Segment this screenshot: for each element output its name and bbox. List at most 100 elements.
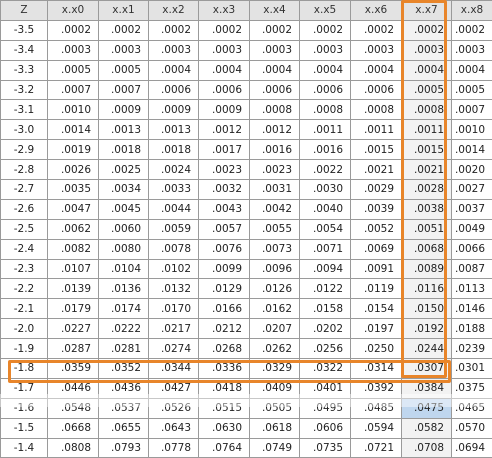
probability-cell: .0179: [48, 299, 99, 319]
table-body: -3.5.0002.0002.0002.0002.0002.0002.0002.…: [1, 20, 492, 458]
probability-cell: .0007: [99, 80, 149, 100]
probability-cell: .0129: [199, 279, 250, 299]
probability-cell: .0174: [99, 299, 149, 319]
probability-cell: .0526: [149, 398, 199, 418]
probability-cell: .0021: [351, 160, 402, 180]
probability-cell: .0014: [48, 120, 99, 140]
probability-cell: .0006: [351, 80, 402, 100]
probability-cell: .0033: [149, 180, 199, 200]
probability-cell: .0594: [351, 418, 402, 438]
probability-cell: .0066: [452, 239, 492, 259]
table-row: -2.7.0035.0034.0033.0032.0031.0030.0029.…: [1, 180, 492, 200]
probability-cell: .0015: [351, 140, 402, 160]
probability-cell: .0301: [452, 359, 492, 379]
probability-cell: .0021: [402, 160, 452, 180]
probability-cell: .0051: [402, 219, 452, 239]
probability-cell: .0721: [351, 438, 402, 458]
probability-cell: .0002: [149, 20, 199, 40]
probability-cell: .0052: [351, 219, 402, 239]
probability-cell: .0322: [300, 359, 351, 379]
probability-cell: .0250: [351, 339, 402, 359]
probability-cell: .0188: [452, 319, 492, 339]
probability-cell: .0076: [199, 239, 250, 259]
probability-cell: .0078: [149, 239, 199, 259]
probability-cell: .0035: [48, 180, 99, 200]
probability-cell: .0018: [149, 140, 199, 160]
probability-cell: .0057: [199, 219, 250, 239]
probability-cell: .0548: [48, 398, 99, 418]
probability-cell: .0011: [402, 120, 452, 140]
probability-cell: .0020: [452, 160, 492, 180]
probability-cell: .0256: [300, 339, 351, 359]
probability-cell: .0016: [300, 140, 351, 160]
table-row: -2.2.0139.0136.0132.0129.0126.0122.0119.…: [1, 279, 492, 299]
probability-cell: .0003: [250, 40, 300, 60]
header-x-x5: x.x5: [300, 1, 351, 21]
probability-cell: .0068: [402, 239, 452, 259]
probability-cell: .0004: [402, 60, 452, 80]
z-value-cell: -3.5: [1, 20, 48, 40]
probability-cell: .0019: [48, 140, 99, 160]
probability-cell: .0485: [351, 398, 402, 418]
z-value-cell: -3.3: [1, 60, 48, 80]
probability-cell: .0003: [351, 40, 402, 60]
table-row: -2.3.0107.0104.0102.0099.0096.0094.0091.…: [1, 259, 492, 279]
header-x-x1: x.x1: [99, 1, 149, 21]
probability-cell: .0003: [452, 40, 492, 60]
probability-cell: .0014: [452, 140, 492, 160]
probability-cell: .0004: [300, 60, 351, 80]
probability-cell: .0409: [250, 378, 300, 398]
probability-cell: .0032: [199, 180, 250, 200]
probability-cell: .0655: [99, 418, 149, 438]
probability-cell: .0002: [48, 20, 99, 40]
probability-cell: .0054: [300, 219, 351, 239]
probability-cell: .0158: [300, 299, 351, 319]
probability-cell: .0013: [99, 120, 149, 140]
probability-cell: .0446: [48, 378, 99, 398]
probability-cell: .0735: [300, 438, 351, 458]
z-value-cell: -3.2: [1, 80, 48, 100]
probability-cell: .0116: [402, 279, 452, 299]
probability-cell: .0002: [351, 20, 402, 40]
probability-cell: .0505: [250, 398, 300, 418]
probability-cell: .0017: [199, 140, 250, 160]
probability-cell: .0287: [48, 339, 99, 359]
probability-cell: .0038: [402, 199, 452, 219]
probability-cell: .0007: [452, 100, 492, 120]
probability-cell: .0227: [48, 319, 99, 339]
probability-cell: .0043: [199, 199, 250, 219]
probability-cell: .0007: [48, 80, 99, 100]
probability-cell: .0281: [99, 339, 149, 359]
probability-cell: .0329: [250, 359, 300, 379]
header-x-x7: x.x7: [402, 1, 452, 21]
z-value-cell: -2.3: [1, 259, 48, 279]
z-value-cell: -2.8: [1, 160, 48, 180]
table-row: -1.8.0359.0352.0344.0336.0329.0322.0314.…: [1, 359, 492, 379]
table-row: -1.6.0548.0537.0526.0515.0505.0495.0485.…: [1, 398, 492, 418]
z-value-cell: -2.0: [1, 319, 48, 339]
probability-cell: .0025: [99, 160, 149, 180]
probability-cell: .0002: [250, 20, 300, 40]
probability-cell: .0009: [199, 100, 250, 120]
z-value-cell: -1.7: [1, 378, 48, 398]
probability-cell: .0029: [351, 180, 402, 200]
probability-cell: .0618: [250, 418, 300, 438]
z-value-cell: -3.1: [1, 100, 48, 120]
probability-cell: .0002: [452, 20, 492, 40]
table-row: -3.1.0010.0009.0009.0009.0008.0008.0008.…: [1, 100, 492, 120]
header-x-x3: x.x3: [199, 1, 250, 21]
probability-cell: .0012: [199, 120, 250, 140]
probability-cell: .0352: [99, 359, 149, 379]
probability-cell: .0003: [199, 40, 250, 60]
table-row: -3.2.0007.0007.0006.0006.0006.0006.0006.…: [1, 80, 492, 100]
probability-cell: .0197: [351, 319, 402, 339]
probability-cell: .0217: [149, 319, 199, 339]
probability-cell: .0314: [351, 359, 402, 379]
probability-cell: .0069: [351, 239, 402, 259]
probability-cell: .0045: [99, 199, 149, 219]
table-row: -2.6.0047.0045.0044.0043.0042.0040.0039.…: [1, 199, 492, 219]
probability-cell: .0005: [402, 80, 452, 100]
probability-cell: .0096: [250, 259, 300, 279]
probability-cell: .0023: [199, 160, 250, 180]
probability-cell: .0031: [250, 180, 300, 200]
